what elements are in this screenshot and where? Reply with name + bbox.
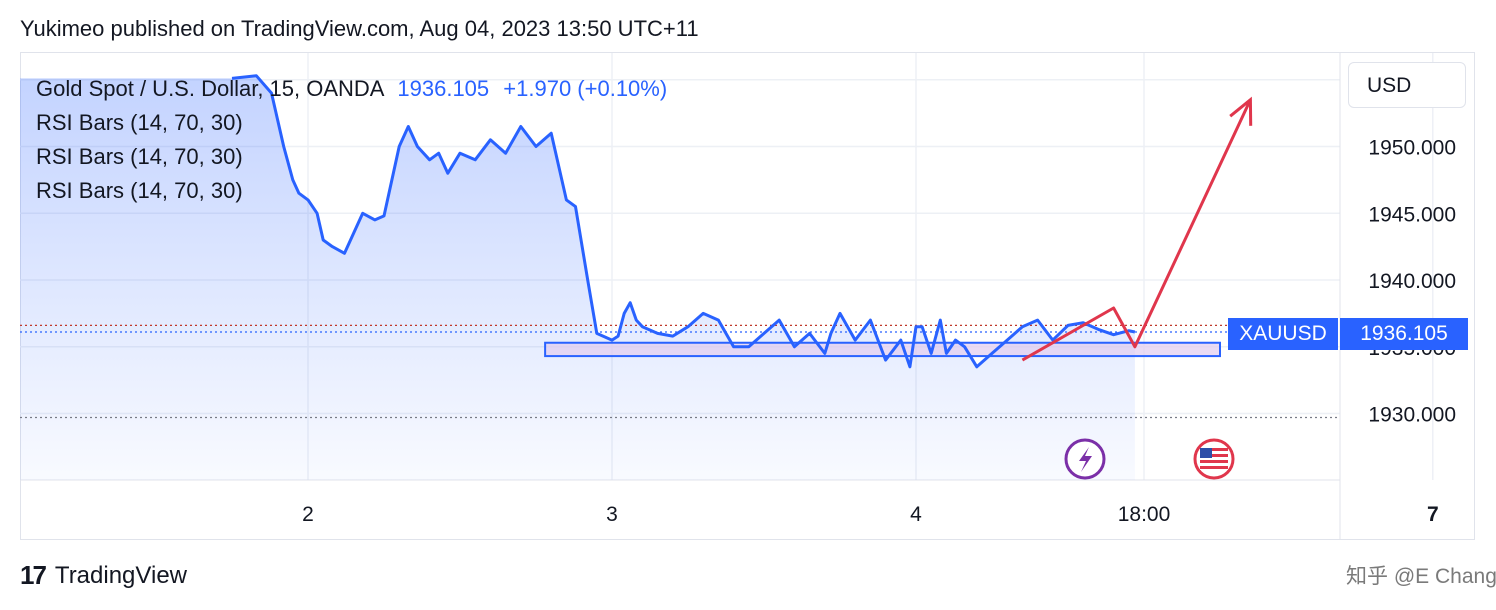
price-area xyxy=(20,75,1135,480)
tradingview-mark-icon: 17 xyxy=(20,560,47,590)
x-tick-label-0: 2 xyxy=(302,503,314,526)
publisher-line: Yukimeo published on TradingView.com, Au… xyxy=(20,16,699,41)
x-tick-label-2: 4 xyxy=(910,503,922,526)
symbol-price-tag: XAUUSD xyxy=(1228,318,1338,350)
y-tick-label-2: 1940.000 xyxy=(1368,270,1456,293)
us-flag-event-icon[interactable] xyxy=(1193,438,1235,480)
currency-selector[interactable]: USD xyxy=(1348,62,1466,108)
lightning-event-icon[interactable] xyxy=(1064,438,1106,480)
tradingview-logo[interactable]: 17 TradingView xyxy=(20,560,187,591)
watermark: 知乎 @E Chang xyxy=(1346,565,1496,588)
legend-symbol-row: Gold Spot / U.S. Dollar, 15, OANDA 1936.… xyxy=(36,72,667,106)
y-tick-label-0: 1930.000 xyxy=(1368,404,1456,427)
last-price-tag: 1936.105 xyxy=(1340,318,1468,350)
y-tick-label-3: 1945.000 xyxy=(1368,203,1456,226)
legend-price: 1936.105 xyxy=(397,76,490,101)
arrow-head xyxy=(1229,96,1253,126)
projection-arrow[interactable] xyxy=(1021,99,1252,362)
tradingview-brand-text: TradingView xyxy=(54,561,187,589)
indicator-rsi-2[interactable]: RSI Bars (14, 70, 30) xyxy=(36,144,243,169)
x-tick-label-4: 7 xyxy=(1427,503,1439,526)
indicator-rsi-3[interactable]: RSI Bars (14, 70, 30) xyxy=(36,178,243,203)
indicator-rsi-1[interactable]: RSI Bars (14, 70, 30) xyxy=(36,110,243,135)
symbol-name[interactable]: Gold Spot / U.S. Dollar, 15, OANDA xyxy=(36,76,384,101)
x-axis[interactable]: 2 3 4 18:00 7 xyxy=(302,503,1438,526)
x-tick-label-1: 3 xyxy=(606,503,618,526)
legend-change: +1.970 (+0.10%) xyxy=(503,76,668,101)
x-tick-label-3: 18:00 xyxy=(1118,503,1171,526)
y-tick-label-4: 1950.000 xyxy=(1368,137,1456,160)
chart-legend: Gold Spot / U.S. Dollar, 15, OANDA 1936.… xyxy=(36,72,667,208)
price-line xyxy=(231,74,1136,369)
